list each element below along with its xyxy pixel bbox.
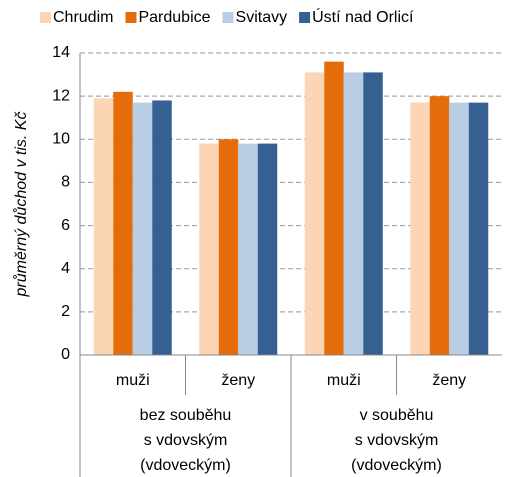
legend-label: Chrudim	[53, 9, 113, 26]
bar	[218, 139, 239, 355]
y-tick-label: 4	[61, 260, 70, 277]
y-tick-label: 14	[52, 44, 70, 61]
y-tick-label: 2	[61, 303, 70, 320]
legend-label: Pardubice	[138, 9, 210, 26]
bar	[363, 72, 383, 356]
bar	[449, 102, 469, 355]
group-label: (vdoveckým)	[140, 457, 231, 474]
bar	[468, 102, 489, 355]
group-label: s vdovským	[144, 432, 228, 449]
legend-swatch	[125, 12, 137, 23]
bar	[152, 100, 172, 355]
x-tick-label: muži	[327, 372, 361, 389]
y-tick-label: 0	[61, 346, 70, 363]
bar	[199, 143, 219, 355]
bar	[238, 143, 258, 355]
x-tick-label: muži	[116, 372, 150, 389]
bar	[429, 96, 450, 356]
y-tick-label: 12	[52, 87, 70, 104]
legend-label: Ústí nad Orlicí	[312, 7, 414, 26]
bar	[132, 102, 153, 355]
x-tick-label: ženy	[221, 372, 255, 389]
y-tick-label: 8	[61, 174, 70, 191]
bar	[113, 91, 133, 355]
group-label: bez souběhu	[140, 407, 232, 424]
bar	[257, 143, 278, 355]
x-tick-label: ženy	[432, 372, 466, 389]
y-tick-label: 10	[52, 131, 70, 148]
group-label: (vdoveckým)	[351, 457, 442, 474]
y-axis-label: průměrný důchod v tis. Kč	[12, 112, 30, 298]
bar	[304, 72, 325, 356]
bar	[324, 61, 344, 355]
bar	[93, 98, 114, 356]
legend-label: Svitavy	[236, 9, 288, 26]
bar	[343, 72, 364, 356]
legend-swatch	[40, 12, 51, 23]
legend-swatch	[222, 12, 234, 23]
group-label: v souběhu	[360, 407, 434, 424]
bar	[410, 102, 430, 355]
legend-swatch	[299, 12, 311, 23]
y-tick-label: 6	[61, 217, 70, 234]
group-label: s vdovským	[355, 432, 439, 449]
